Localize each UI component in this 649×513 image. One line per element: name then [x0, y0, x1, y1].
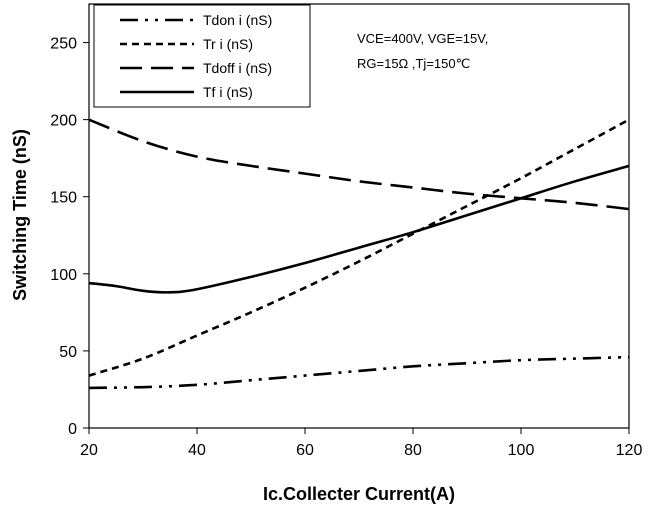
- plot-frame: [88, 3, 630, 429]
- series-line-tdoff: [88, 118, 630, 211]
- x-tick-label: 80: [404, 442, 422, 459]
- annotation-layer: VCE=400V, VGE=15V, RG=15Ω ,Tj=150℃: [357, 31, 488, 71]
- y-axis-title: Switching Time (nS): [10, 129, 30, 301]
- series-layer: [88, 118, 630, 390]
- y-tick-label: 250: [50, 36, 77, 53]
- x-tick-label: 60: [296, 442, 314, 459]
- legend-label-tdon: Tdon i (nS): [203, 12, 272, 28]
- legend-box: [93, 4, 311, 108]
- axis-ticks: 20 40 60 80 100 120 0 50 100 150 200 250: [50, 36, 642, 459]
- y-tick-label: 0: [68, 421, 77, 438]
- legend-label-tr: Tr i (nS): [203, 36, 253, 52]
- x-tick-label: 120: [616, 442, 643, 459]
- y-tick-label: 100: [50, 267, 77, 284]
- x-axis-title: Ic.Collecter Current(A): [263, 484, 455, 504]
- legend-label-tdoff: Tdoff i (nS): [203, 60, 272, 76]
- x-tick-label: 100: [508, 442, 535, 459]
- x-tick-label: 20: [80, 442, 98, 459]
- legend: Tdon i (nS) Tr i (nS) Tdoff i (nS) Tf i (nS…: [93, 4, 311, 108]
- annotation-line-2: RG=15Ω ,Tj=150℃: [357, 56, 470, 71]
- annotation-line-1: VCE=400V, VGE=15V,: [357, 31, 488, 46]
- x-tick-label: 40: [188, 442, 206, 459]
- y-tick-label: 50: [59, 344, 77, 361]
- plot-area: 20 40 60 80 100 120 0 50 100 150 200 250 VCE=400V, …: [50, 3, 642, 459]
- legend-label-tf: Tf i (nS): [203, 84, 253, 100]
- y-tick-label: 150: [50, 190, 77, 207]
- series-line-tdon: [88, 355, 630, 390]
- series-line-tr: [88, 118, 630, 377]
- y-tick-label: 200: [50, 113, 77, 130]
- series-line-tf: [88, 164, 630, 294]
